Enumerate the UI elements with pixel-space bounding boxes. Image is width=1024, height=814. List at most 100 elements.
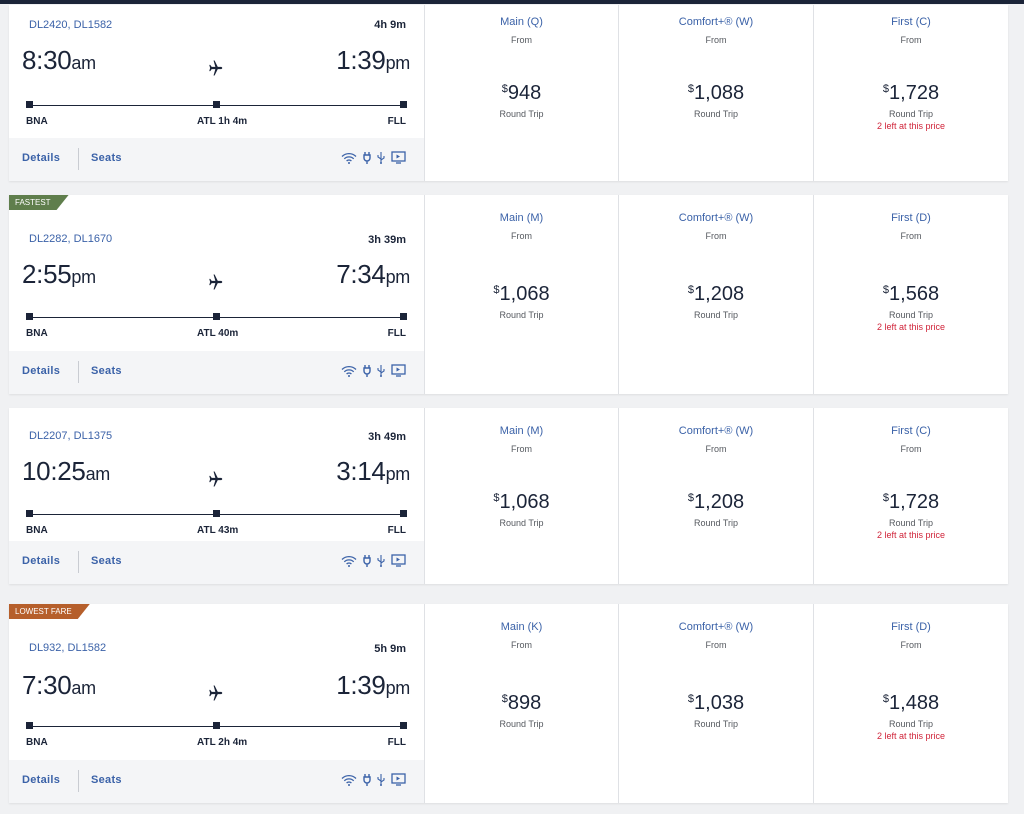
fare-comfort-plus[interactable]: Comfort+® (W) From $1,088 Round Trip (619, 5, 814, 181)
fare-first[interactable]: First (D) From $1,488 Round Trip 2 left … (814, 604, 1008, 803)
seats-left-note: 2 left at this price (876, 322, 946, 332)
fare-comfort-plus[interactable]: Comfort+® (W) From $1,038 Round Trip (619, 604, 814, 803)
trip-type: Round Trip (888, 518, 934, 528)
seats-left-note: 2 left at this price (876, 530, 946, 540)
airplane-icon (209, 685, 223, 701)
price: $1,068 (493, 283, 550, 305)
from-label: From (705, 444, 727, 454)
cabin-name: First (D) (891, 621, 931, 633)
seats-left-note: 2 left at this price (876, 731, 946, 741)
trip-type: Round Trip (499, 310, 544, 320)
seats-link[interactable]: Seats (91, 152, 122, 164)
trip-type: Round Trip (693, 719, 739, 729)
fastest-badge: FASTEST (9, 195, 69, 210)
flight-info: DL2420, DL1582 4h 9m 8:30am 1:39pm BNA A… (9, 5, 425, 181)
fare-first[interactable]: First (D) From $1,568 Round Trip 2 left … (814, 195, 1008, 394)
fare-comfort-plus[interactable]: Comfort+® (W) From $1,208 Round Trip (619, 408, 814, 584)
seats-link[interactable]: Seats (91, 555, 122, 567)
destination-marker (400, 722, 407, 729)
flight-numbers[interactable]: DL2420, DL1582 (29, 19, 113, 31)
price: $1,088 (687, 82, 745, 104)
cabin-name: Comfort+® (W) (678, 425, 754, 437)
from-label: From (511, 640, 532, 650)
details-link[interactable]: Details (22, 152, 61, 164)
fare-first[interactable]: First (C) From $1,728 Round Trip 2 left … (814, 408, 1008, 584)
origin-airport: BNA (26, 116, 48, 127)
flight-duration: 4h 9m (374, 19, 406, 31)
arrival-time: 1:39pm (336, 670, 410, 700)
flight-row[interactable]: DL2420, DL1582 4h 9m 8:30am 1:39pm BNA A… (9, 5, 1008, 181)
divider (78, 770, 79, 792)
cabin-name: First (C) (891, 16, 931, 28)
destination-marker (400, 313, 407, 320)
arrival-time: 1:39pm (336, 45, 410, 75)
price: $898 (501, 692, 542, 714)
top-bar (0, 0, 1024, 4)
airplane-icon (209, 60, 223, 76)
destination-airport: FLL (387, 737, 406, 748)
power-outlet-icon (363, 774, 371, 786)
divider (78, 551, 79, 573)
flight-numbers[interactable]: DL2282, DL1670 (29, 233, 113, 245)
flight-numbers[interactable]: DL932, DL1582 (29, 642, 107, 654)
flight-row[interactable]: DL2282, DL1670 3h 39m 2:55pm 7:34pm BNA … (9, 195, 1008, 394)
price: $1,038 (687, 692, 745, 714)
seats-link[interactable]: Seats (91, 774, 122, 786)
fare-main[interactable]: Main (Q) From $948 Round Trip (425, 5, 619, 181)
arrival-time: 3:14pm (336, 456, 410, 486)
destination-airport: FLL (387, 328, 406, 339)
fare-main[interactable]: Main (M) From $1,068 Round Trip (425, 195, 619, 394)
amenities (341, 364, 406, 377)
origin-marker (26, 101, 33, 108)
cabin-name: Main (M) (499, 425, 544, 437)
fare-main[interactable]: Main (M) From $1,068 Round Trip (425, 408, 619, 584)
fare-comfort-plus[interactable]: Comfort+® (W) From $1,208 Round Trip (619, 195, 814, 394)
seats-link[interactable]: Seats (91, 365, 122, 377)
from-label: From (900, 231, 922, 241)
fare-main[interactable]: Main (K) From $898 Round Trip (425, 604, 619, 803)
flight-duration: 3h 49m (368, 431, 406, 443)
trip-type: Round Trip (888, 310, 934, 320)
from-label: From (511, 231, 532, 241)
destination-marker (400, 101, 407, 108)
trip-type: Round Trip (693, 109, 739, 119)
connection-marker (213, 510, 220, 517)
details-link[interactable]: Details (22, 365, 61, 377)
flight-row[interactable]: DL2207, DL1375 3h 49m 10:25am 3:14pm BNA… (9, 408, 1008, 584)
connection-marker (213, 722, 220, 729)
origin-marker (26, 510, 33, 517)
flight-duration: 5h 9m (374, 643, 406, 655)
cabin-name: Main (K) (500, 621, 543, 633)
flight-footer: Details Seats (9, 541, 424, 584)
trip-type: Round Trip (693, 518, 739, 528)
flight-footer: Details Seats (9, 760, 424, 803)
divider (78, 361, 79, 383)
departure-time: 7:30am (22, 670, 96, 700)
destination-marker (400, 510, 407, 517)
cabin-name: Main (Q) (500, 16, 543, 28)
from-label: From (511, 35, 532, 45)
from-label: From (900, 640, 922, 650)
departure-time: 10:25am (22, 456, 110, 486)
trip-type: Round Trip (499, 109, 544, 119)
price: $1,728 (882, 82, 940, 104)
connection-airport: ATL 2h 4m (197, 737, 248, 748)
price: $1,068 (493, 491, 550, 513)
details-link[interactable]: Details (22, 555, 61, 567)
amenities (341, 554, 406, 567)
cabin-name: Comfort+® (W) (678, 16, 754, 28)
fare-first[interactable]: First (C) From $1,728 Round Trip 2 left … (814, 5, 1008, 181)
power-outlet-icon (363, 555, 371, 567)
departure-time: 8:30am (22, 45, 96, 75)
flight-numbers[interactable]: DL2207, DL1375 (29, 430, 113, 442)
flight-duration: 3h 39m (368, 234, 406, 246)
details-link[interactable]: Details (22, 774, 61, 786)
usb-icon (377, 774, 385, 786)
cabin-name: Comfort+® (W) (678, 621, 754, 633)
seatback-screen-icon (391, 151, 406, 164)
amenities (341, 151, 406, 164)
usb-icon (377, 152, 385, 164)
cabin-name: First (C) (891, 425, 931, 437)
usb-icon (377, 555, 385, 567)
flight-row[interactable]: DL932, DL1582 5h 9m 7:30am 1:39pm BNA AT… (9, 604, 1008, 803)
